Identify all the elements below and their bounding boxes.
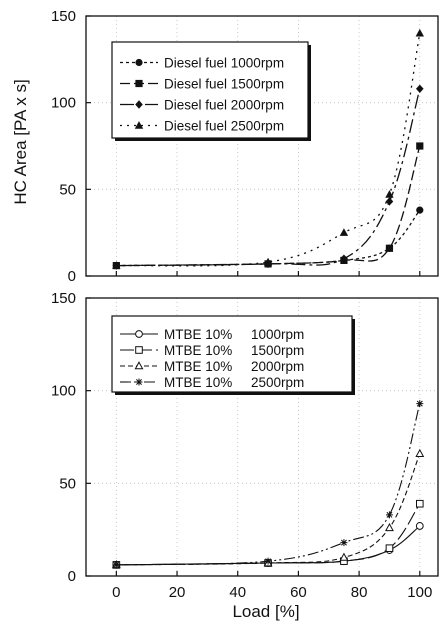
y-tick-label: 150 — [51, 290, 76, 307]
legend-marker — [135, 378, 143, 386]
data-point — [385, 197, 394, 206]
data-point — [416, 142, 424, 150]
data-point — [263, 257, 273, 266]
legend-label: MTBE 10% 1000rpm — [164, 327, 304, 342]
series-line — [116, 503, 421, 566]
legend-label: Diesel fuel 2000rpm — [164, 98, 284, 113]
y-tick-label: 100 — [51, 95, 76, 112]
legend-label: MTBE 10% 2500rpm — [164, 375, 304, 390]
data-point — [415, 522, 424, 530]
legend-label: Diesel fuel 1500rpm — [164, 77, 284, 92]
series-line — [116, 453, 421, 566]
data-point — [415, 448, 425, 457]
data-point — [340, 254, 348, 263]
data-point — [112, 561, 120, 569]
x-tick-label: 40 — [229, 584, 246, 601]
legend-marker — [135, 100, 143, 109]
series-line — [116, 403, 421, 566]
x-tick-label: 0 — [112, 584, 120, 601]
x-tick-label: 20 — [169, 584, 186, 601]
legend-label: Diesel fuel 2500rpm — [164, 119, 284, 134]
legend-box — [111, 315, 353, 393]
data-point — [339, 552, 349, 561]
panel-diesel: 0 50 100 150 Diesel fuel 1000rpm Diesel fuel … — [51, 8, 439, 285]
legend-label: MTBE 10% 2000rpm — [164, 359, 304, 374]
data-point — [416, 400, 424, 408]
legend-label: MTBE 10% 1500rpm — [164, 343, 304, 358]
data-point — [340, 539, 348, 547]
data-point — [112, 261, 121, 269]
legend-marker — [135, 346, 143, 354]
plot-frame — [85, 297, 439, 577]
x-tick-label: 80 — [351, 584, 368, 601]
y-tick-label: 0 — [68, 268, 76, 285]
data-point — [385, 511, 393, 519]
data-point — [416, 206, 424, 214]
data-point — [385, 544, 394, 553]
x-tick-label: 100 — [407, 584, 432, 601]
y-tick-label: 0 — [68, 568, 76, 585]
data-point — [385, 244, 394, 252]
series-line — [116, 145, 421, 267]
legend-marker — [135, 79, 143, 88]
data-point — [415, 499, 424, 508]
plot-frame — [85, 15, 439, 277]
legend-marker — [135, 330, 143, 338]
y-tick-label: 100 — [51, 383, 76, 400]
x-axis-label: Load [%] — [232, 602, 299, 621]
y-axis-label: HC Area [PA x s] — [11, 79, 30, 204]
legend-box — [111, 41, 309, 139]
legend-label: Diesel fuel 1000rpm — [164, 56, 284, 71]
legend-marker — [135, 58, 143, 67]
data-point — [264, 557, 272, 565]
series-line — [116, 209, 421, 267]
y-tick-label: 50 — [59, 475, 76, 492]
data-point — [385, 190, 394, 198]
data-point — [385, 522, 394, 532]
y-tick-label: 150 — [51, 8, 76, 25]
data-point — [339, 228, 349, 236]
x-tick-label: 60 — [290, 584, 307, 601]
data-point — [415, 28, 424, 37]
legend-marker — [134, 121, 144, 129]
data-point — [415, 84, 424, 93]
legend-marker — [134, 361, 144, 370]
y-tick-label: 50 — [59, 181, 76, 198]
